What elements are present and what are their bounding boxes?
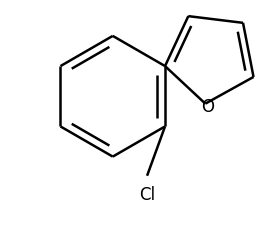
Text: O: O [202,98,214,116]
Text: Cl: Cl [139,185,155,203]
